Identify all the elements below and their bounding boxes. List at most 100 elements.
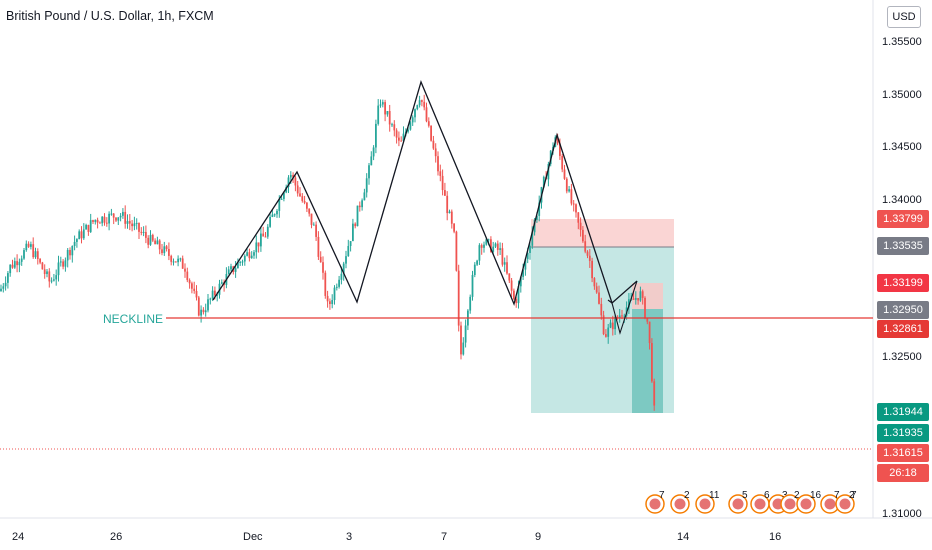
candle-body (611, 322, 614, 330)
candle-body (188, 280, 191, 284)
candle-body (441, 175, 444, 191)
candle-body (165, 246, 168, 249)
candle-body (34, 251, 37, 258)
candle-body (89, 220, 92, 232)
candle-body (191, 283, 193, 289)
candle-body (439, 171, 442, 176)
candle-body (379, 104, 382, 106)
candle-body (271, 214, 274, 218)
candle-body (59, 261, 62, 263)
candle-body (400, 140, 403, 142)
candle-body (299, 193, 301, 197)
candle-body (230, 266, 232, 270)
candle-body (262, 233, 265, 237)
candle-body (211, 290, 214, 299)
candle-body (32, 244, 35, 258)
pattern-tail (607, 280, 638, 335)
candle-body (289, 174, 292, 178)
candle-body (531, 232, 534, 246)
candle-body (324, 272, 327, 296)
candle-body (250, 255, 253, 259)
candle-body (519, 276, 522, 287)
candle-body (145, 231, 147, 238)
candle-body (414, 109, 416, 118)
candle-body (421, 100, 423, 102)
candle-body (4, 282, 7, 287)
candle-body (108, 213, 110, 224)
candle-body (358, 205, 361, 208)
candle-body (469, 296, 472, 311)
candle-body (354, 223, 357, 227)
candle-body (110, 213, 113, 215)
candle-body (388, 111, 391, 125)
candle-body (50, 280, 53, 282)
candle-body (361, 200, 363, 208)
x-tick-label: 7 (441, 531, 447, 543)
candle-body (172, 261, 175, 263)
candle-body (522, 269, 524, 277)
candle-body (572, 203, 575, 205)
candle-body (598, 292, 600, 304)
candle-body (326, 295, 329, 302)
currency-button[interactable]: USD (887, 6, 921, 28)
candle-body (457, 270, 460, 326)
candle-body (85, 224, 87, 230)
candle-body (285, 187, 288, 193)
candle-body (455, 231, 458, 271)
candle-body (483, 244, 485, 248)
candle-body (103, 216, 106, 223)
event-badge-count: 7 (851, 490, 857, 501)
candle-body (310, 213, 313, 225)
candle-body (584, 241, 587, 252)
close-price-label: 1.32950 (877, 301, 929, 319)
candle-body (0, 288, 2, 292)
candle-body (407, 129, 409, 132)
candle-body (352, 223, 354, 242)
y-tick-label: 1.34500 (882, 141, 922, 153)
candle-body (149, 234, 152, 245)
x-tick-label: 14 (677, 531, 689, 543)
event-badge-count: 7 (834, 490, 840, 501)
candle-body (423, 101, 426, 108)
candle-body (648, 321, 651, 344)
candle-body (494, 243, 497, 247)
candle-body (632, 298, 635, 300)
candle-body (202, 309, 205, 313)
candle-body (561, 155, 564, 170)
entry-price-label: 1.33535 (877, 237, 929, 255)
candle-body (478, 245, 481, 261)
candle-body (140, 231, 143, 233)
candle-body (496, 243, 499, 250)
candle-body (48, 271, 51, 282)
candle-body (602, 315, 605, 335)
candle-body (437, 156, 439, 172)
candle-body (593, 278, 596, 287)
candle-body (92, 220, 94, 222)
x-tick-label: Dec (243, 531, 263, 543)
candle-body (80, 231, 83, 239)
candle-body (53, 279, 55, 281)
candle-body (138, 222, 140, 232)
candle-body (131, 223, 133, 227)
candle-body (434, 148, 437, 157)
candle-body (646, 318, 649, 322)
candle-body (607, 327, 610, 337)
candle-body (513, 290, 515, 299)
candle-body (115, 217, 117, 221)
candle-body (641, 291, 644, 298)
candle-body (312, 224, 315, 226)
candle-body (246, 252, 248, 256)
candle-body (237, 262, 239, 269)
countdown-label: 26:18 (877, 464, 929, 482)
candle-body (368, 165, 370, 179)
candle-body (651, 343, 653, 382)
event-badge-count: 11 (709, 490, 720, 501)
candle-body (462, 342, 465, 355)
candle-body (248, 252, 251, 259)
candle-body (588, 255, 591, 261)
candle-body (384, 102, 386, 115)
candle-body (27, 243, 30, 247)
candle-body (517, 286, 520, 304)
candle-body (335, 286, 338, 288)
